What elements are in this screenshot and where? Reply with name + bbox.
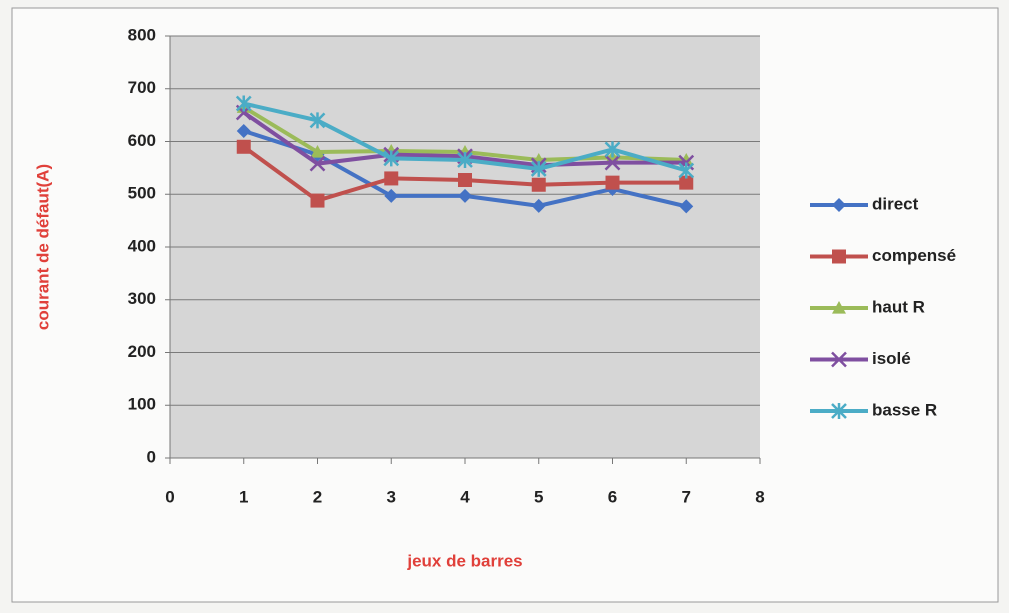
marker bbox=[678, 162, 695, 179]
marker bbox=[458, 188, 472, 203]
legend-label: haut R bbox=[872, 297, 925, 316]
y-tick-label: 100 bbox=[128, 395, 156, 414]
marker bbox=[531, 198, 546, 213]
y-axis-title: courant de défaut(A) bbox=[33, 164, 52, 330]
marker bbox=[679, 175, 694, 190]
legend-label: isolé bbox=[872, 349, 911, 368]
marker bbox=[310, 193, 325, 208]
y-tick-label: 500 bbox=[128, 184, 156, 203]
marker bbox=[531, 177, 546, 192]
x-tick-label: 1 bbox=[239, 487, 248, 506]
marker bbox=[605, 175, 620, 190]
legend-label: compensé bbox=[872, 246, 956, 265]
marker bbox=[309, 112, 326, 129]
marker bbox=[831, 403, 847, 419]
y-tick-label: 600 bbox=[128, 131, 156, 150]
x-tick-label: 3 bbox=[387, 487, 396, 506]
marker bbox=[457, 151, 473, 168]
x-tick-label: 5 bbox=[534, 487, 543, 506]
marker bbox=[384, 171, 399, 186]
y-tick-label: 200 bbox=[128, 342, 156, 361]
marker bbox=[383, 150, 400, 167]
marker bbox=[604, 154, 621, 171]
marker bbox=[236, 123, 251, 138]
marker bbox=[236, 139, 251, 154]
marker bbox=[384, 188, 399, 203]
marker bbox=[832, 301, 846, 314]
legend-label: direct bbox=[872, 194, 919, 213]
x-tick-label: 8 bbox=[755, 487, 764, 506]
marker bbox=[310, 145, 325, 158]
y-tick-label: 0 bbox=[147, 447, 156, 466]
x-tick-label: 0 bbox=[165, 487, 174, 506]
marker bbox=[604, 141, 621, 158]
x-tick-label: 2 bbox=[313, 487, 322, 506]
marker bbox=[832, 249, 846, 264]
x-tick-label: 6 bbox=[608, 487, 617, 506]
marker bbox=[679, 199, 694, 214]
x-axis-title: jeux de barres bbox=[406, 551, 522, 570]
marker bbox=[832, 198, 846, 212]
y-tick-label: 800 bbox=[128, 25, 156, 44]
marker bbox=[458, 173, 472, 188]
marker bbox=[309, 155, 326, 172]
x-tick-label: 4 bbox=[460, 487, 470, 506]
marker bbox=[235, 95, 252, 112]
legend-label: basse R bbox=[872, 400, 937, 419]
y-tick-label: 300 bbox=[128, 289, 156, 308]
y-tick-label: 700 bbox=[128, 78, 156, 97]
x-tick-label: 7 bbox=[682, 487, 691, 506]
marker bbox=[831, 351, 847, 368]
y-tick-label: 400 bbox=[128, 236, 156, 255]
marker bbox=[530, 160, 547, 177]
